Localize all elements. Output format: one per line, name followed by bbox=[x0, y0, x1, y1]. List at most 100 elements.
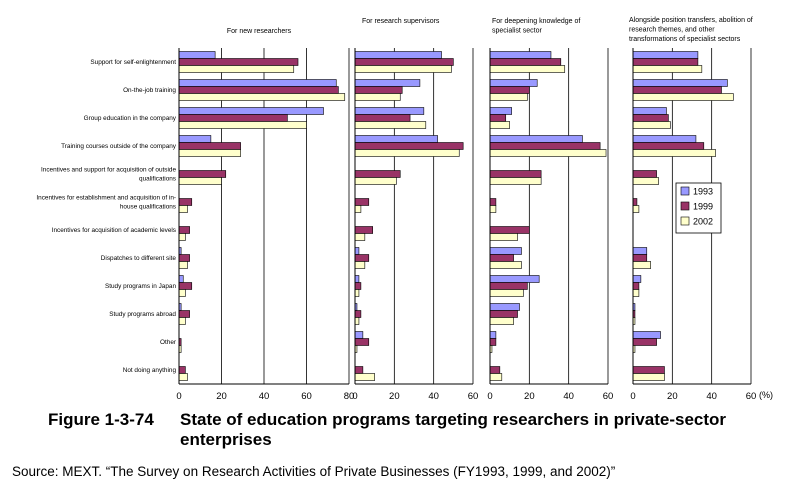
bar-2002 bbox=[489, 233, 518, 241]
bar-2002 bbox=[354, 233, 366, 241]
category-label: Other bbox=[160, 339, 177, 346]
bar-1999 bbox=[178, 310, 190, 318]
bar-2002 bbox=[178, 205, 188, 213]
bar-1999 bbox=[354, 198, 370, 206]
legend-swatch bbox=[680, 201, 690, 211]
bar-1993 bbox=[632, 135, 697, 143]
bar-1999 bbox=[354, 226, 374, 234]
tick-label: 40 bbox=[706, 391, 717, 402]
bar-2002 bbox=[489, 289, 524, 297]
bar-1999 bbox=[489, 366, 501, 374]
category-label: Incentives and support for acquisition o… bbox=[41, 167, 176, 183]
bar-2002 bbox=[632, 93, 734, 101]
bar-2002 bbox=[489, 93, 528, 101]
bar-2002 bbox=[632, 149, 716, 157]
tick-label: 40 bbox=[259, 391, 270, 402]
bar-1999 bbox=[354, 366, 364, 374]
bar-1999 bbox=[489, 226, 530, 234]
category-label: Study programs in Japan bbox=[105, 283, 176, 290]
bar-2002 bbox=[489, 149, 607, 157]
bar-1993 bbox=[354, 275, 360, 283]
bar-1999 bbox=[489, 86, 530, 94]
tick-label: 40 bbox=[428, 391, 439, 402]
bar-1999 bbox=[632, 338, 657, 346]
bar-1999 bbox=[354, 170, 401, 178]
legend-label: 1999 bbox=[693, 202, 713, 212]
bar-1993 bbox=[178, 51, 216, 59]
bar-2002 bbox=[354, 261, 366, 269]
category-label: Group education in the company bbox=[84, 115, 177, 122]
bar-2002 bbox=[178, 177, 222, 185]
tick-label: 20 bbox=[524, 391, 535, 402]
chart-panel: For research supervisors 0 20 40 60 bbox=[352, 18, 478, 402]
bar-2002 bbox=[178, 149, 241, 157]
unit-label: (%) bbox=[759, 390, 773, 400]
bar-1993 bbox=[632, 51, 699, 59]
bar-1999 bbox=[489, 142, 601, 150]
bar-2002 bbox=[489, 205, 497, 213]
bar-1999 bbox=[632, 254, 648, 262]
bar-1999 bbox=[632, 58, 699, 66]
bar-2002 bbox=[632, 65, 703, 73]
bar-1999 bbox=[632, 366, 665, 374]
bar-2002 bbox=[632, 373, 665, 381]
legend-swatch bbox=[680, 186, 690, 196]
bar-2002 bbox=[489, 121, 510, 129]
bar-1993 bbox=[489, 247, 522, 255]
tick-label: 20 bbox=[389, 391, 400, 402]
bar-1999 bbox=[178, 58, 299, 66]
bar-1999 bbox=[632, 282, 640, 290]
bar-1999 bbox=[178, 366, 186, 374]
category-label: On-the-job training bbox=[123, 87, 176, 94]
bar-2002 bbox=[354, 65, 452, 73]
bar-1993 bbox=[178, 135, 212, 143]
bar-2002 bbox=[632, 289, 640, 297]
bar-1993 bbox=[354, 51, 442, 59]
tick-label: 0 bbox=[487, 391, 492, 402]
bar-1993 bbox=[489, 79, 538, 87]
bar-1999 bbox=[178, 142, 241, 150]
bar-1999 bbox=[178, 254, 190, 262]
bar-1999 bbox=[178, 282, 193, 290]
tick-label: 0 bbox=[352, 391, 357, 402]
bar-2002 bbox=[178, 65, 295, 73]
legend: 1993 1999 2002 bbox=[675, 182, 722, 234]
bar-1993 bbox=[489, 135, 583, 143]
bar-2002 bbox=[178, 373, 188, 381]
bar-1999 bbox=[178, 226, 190, 234]
bar-1993 bbox=[354, 107, 425, 115]
bar-2002 bbox=[489, 317, 514, 325]
bar-2002 bbox=[632, 177, 659, 185]
panel-title: For research supervisors bbox=[362, 18, 440, 25]
bar-1999 bbox=[178, 114, 288, 122]
bar-2002 bbox=[489, 177, 542, 185]
bar-1993 bbox=[489, 275, 540, 283]
panel-title: For deepening knowledge of specialist sec… bbox=[492, 18, 580, 35]
bar-1999 bbox=[489, 282, 528, 290]
bar-1993 bbox=[178, 107, 324, 115]
chart: Support for self-enlightenment On-the-job… bbox=[36, 17, 773, 402]
source-note: Source: MEXT. “The Survey on Research Ac… bbox=[12, 464, 616, 479]
bar-2002 bbox=[178, 261, 188, 269]
panel-title: Alongside position transfers, abolition … bbox=[629, 17, 753, 43]
bar-1999 bbox=[489, 198, 497, 206]
category-labels: Support for self-enlightenment On-the-job… bbox=[36, 59, 176, 374]
bar-1993 bbox=[632, 79, 728, 87]
chart-panel: Alongside position transfers, abolition … bbox=[629, 17, 756, 402]
tick-label: 20 bbox=[667, 391, 678, 402]
bar-1993 bbox=[632, 247, 648, 255]
figure-caption: Figure 1-3-74 State of education program… bbox=[48, 410, 788, 450]
tick-label: 0 bbox=[176, 391, 181, 402]
bar-2002 bbox=[354, 205, 362, 213]
bar-1999 bbox=[632, 170, 657, 178]
tick-label: 60 bbox=[746, 391, 757, 402]
bar-1999 bbox=[354, 338, 370, 346]
tick-label: 80 bbox=[344, 391, 355, 402]
tick-label: 40 bbox=[563, 391, 574, 402]
bar-1999 bbox=[489, 310, 518, 318]
tick-label: 0 bbox=[630, 391, 635, 402]
figure-number: Figure 1-3-74 bbox=[48, 410, 154, 429]
category-label: Not doing anything bbox=[123, 367, 177, 374]
bar-1993 bbox=[489, 303, 520, 311]
bar-1999 bbox=[354, 86, 403, 94]
